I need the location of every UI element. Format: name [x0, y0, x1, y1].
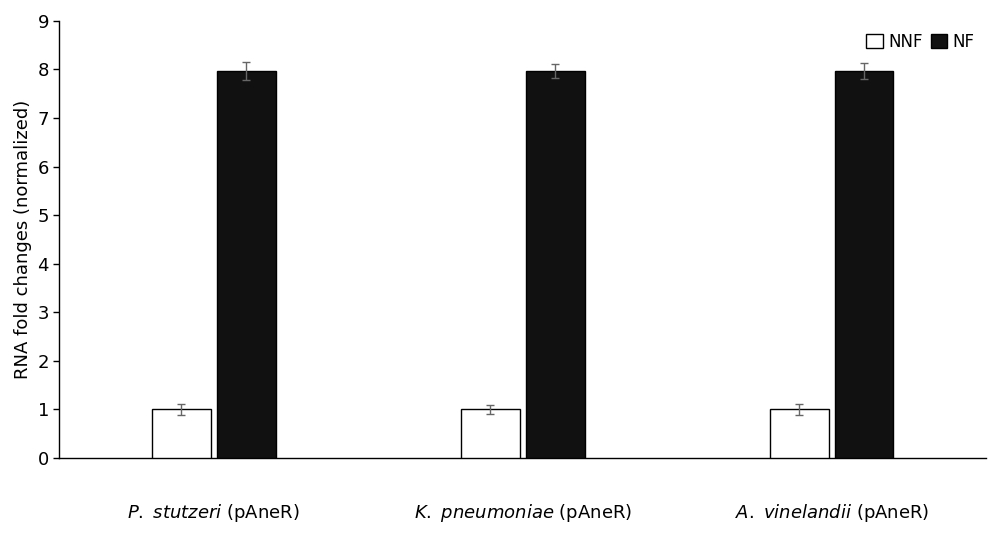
- Bar: [217, 71, 276, 458]
- Bar: [835, 71, 893, 458]
- Bar: [526, 71, 585, 458]
- Bar: [461, 409, 520, 458]
- Text: $\it{K.\ pneumoniae}$ (pAneR): $\it{K.\ pneumoniae}$ (pAneR): [414, 502, 632, 524]
- Y-axis label: RNA fold changes (normalized): RNA fold changes (normalized): [14, 100, 32, 379]
- Bar: [770, 409, 829, 458]
- Bar: [152, 409, 211, 458]
- Legend: NNF, NF: NNF, NF: [860, 26, 981, 57]
- Text: $\it{P.\ stutzeri}$ (pAneR): $\it{P.\ stutzeri}$ (pAneR): [127, 502, 300, 524]
- Text: $\it{A.\ vinelandii}$ (pAneR): $\it{A.\ vinelandii}$ (pAneR): [735, 502, 929, 524]
